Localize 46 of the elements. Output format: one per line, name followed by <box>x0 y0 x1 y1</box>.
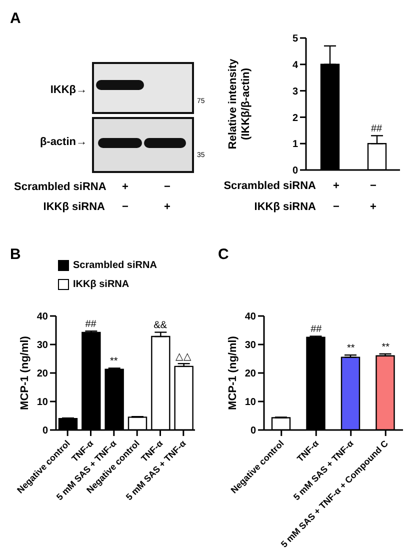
text: − <box>333 201 340 214</box>
text: − <box>370 180 376 193</box>
y-tick-label: 30 <box>36 340 48 352</box>
y-tick-label: 30 <box>244 340 256 352</box>
y-tick-label: 2 <box>292 112 298 124</box>
text: − <box>122 201 128 214</box>
text: β-actin→ <box>40 136 87 149</box>
y-tick-label: 3 <box>292 86 298 98</box>
y-tick-label: 0 <box>250 426 256 437</box>
text: + <box>122 181 128 194</box>
text: IKKβ→ <box>50 84 87 97</box>
annotation: && <box>154 320 168 332</box>
text: + <box>370 201 376 214</box>
annotation: ## <box>370 124 382 135</box>
text: Scrambled siRNA <box>14 181 106 194</box>
y-tick-label: 40 <box>36 312 48 323</box>
annotation: ** <box>110 356 118 368</box>
annotation: ** <box>382 342 390 353</box>
text: Scrambled siRNA <box>224 180 316 193</box>
annotation: ** <box>346 343 355 354</box>
y-tick-label: 40 <box>244 312 256 323</box>
y-axis-title: MCP-1 (ng/ml) <box>19 336 31 410</box>
y-tick-label: 10 <box>244 397 256 408</box>
text: IKKβ siRNA <box>254 201 316 214</box>
chart-title: B <box>10 246 21 263</box>
legend-label: Scrambled siRNA <box>73 260 157 271</box>
y-tick-label: 20 <box>36 368 48 380</box>
text: IKKβ siRNA <box>43 201 105 214</box>
y-tick-label: 20 <box>244 368 256 380</box>
annotation: △△ <box>175 352 192 363</box>
y-axis-title: MCP-1 (ng/ml) <box>227 336 239 410</box>
y-axis-title: Relative intensity (IKKβ/β-actin) <box>227 58 252 150</box>
y-tick-label: 5 <box>292 34 298 45</box>
y-tick-label: 10 <box>36 397 48 408</box>
annotation: ## <box>310 324 322 336</box>
text: + <box>333 180 340 193</box>
text: A <box>10 10 21 27</box>
text: − <box>164 181 170 194</box>
y-tick-label: 0 <box>292 166 298 177</box>
legend-label: IKKβ siRNA <box>73 279 130 290</box>
y-tick-label: 4 <box>292 60 298 71</box>
text: + <box>164 201 170 214</box>
y-tick-label: 0 <box>42 426 48 437</box>
chart-title: C <box>218 246 229 263</box>
y-tick-label: 1 <box>292 139 298 150</box>
annotation: ## <box>85 319 97 330</box>
